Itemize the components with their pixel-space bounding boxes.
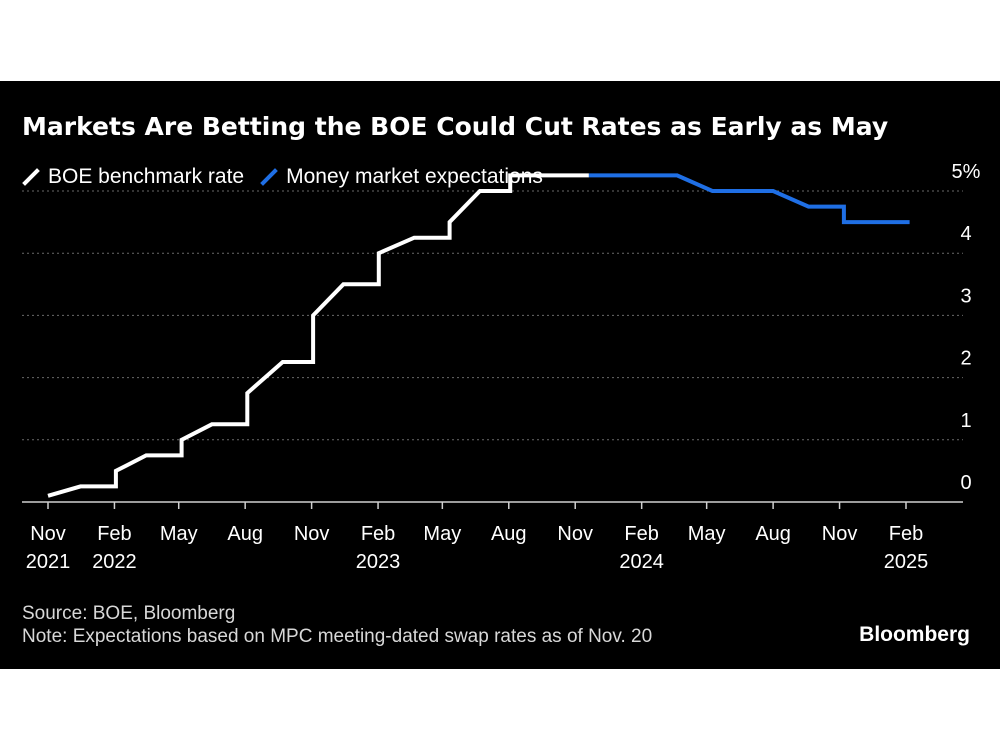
y-tick-label-5: 5% [952, 161, 981, 183]
y-tick-label-3: 3 [960, 285, 971, 307]
legend: BOE benchmark rate Money market expectat… [22, 164, 559, 190]
x-tick-label-4: Nov [294, 523, 330, 545]
legend-label-boe-rate: BOE benchmark rate [48, 165, 245, 188]
legend-item-market-expectations: Money market expectations [260, 165, 543, 189]
legend-swatch-white-icon [22, 168, 40, 186]
x-tick-label-0: Nov [30, 523, 66, 545]
x-tick-label-6: May [423, 523, 461, 545]
line-chart: 0 1 2 3 4 5% Nov 2021 Feb 2022 May Aug Nov Feb 2023 May… [22, 161, 981, 573]
x-tick-label-1: Feb [97, 523, 131, 545]
x-tick-label-8: Nov [557, 523, 593, 545]
x-tick-label-12: Nov [822, 523, 858, 545]
x-tick-label-9: Feb [624, 523, 658, 545]
legend-label-market-expectations: Money market expectations [286, 165, 543, 188]
x-tick-year-9: 2024 [619, 551, 664, 573]
x-tick-label-5: Feb [361, 523, 395, 545]
footnote: Note: Expectations based on MPC meeting-… [22, 626, 653, 647]
x-tick-label-7: Aug [491, 523, 527, 545]
x-tick-year-13: 2025 [884, 551, 929, 573]
x-tick-year-1: 2022 [92, 551, 137, 573]
y-tick-label-2: 2 [960, 348, 971, 370]
source-note: Source: BOE, Bloomberg [22, 603, 236, 624]
legend-item-boe-rate: BOE benchmark rate [22, 165, 244, 189]
legend-swatch-blue-icon [260, 168, 278, 186]
series-line-0 [47, 173, 589, 498]
x-tick-label-2: May [160, 523, 198, 545]
chart-title: Markets Are Betting the BOE Could Cut Ra… [22, 112, 889, 141]
x-tick-label-11: Aug [755, 523, 791, 545]
x-tick-label-13: Feb [889, 523, 923, 545]
bloomberg-logo: Bloomberg [859, 623, 970, 646]
x-tick-year-0: 2021 [26, 551, 71, 573]
x-tick-label-10: May [688, 523, 726, 545]
y-tick-label-1: 1 [960, 410, 971, 432]
chart-panel: Markets Are Betting the BOE Could Cut Ra… [0, 81, 1000, 669]
y-tick-label-0: 0 [960, 472, 971, 494]
y-tick-label-4: 4 [960, 223, 971, 245]
x-tick-year-5: 2023 [356, 551, 401, 573]
x-tick-label-3: Aug [227, 523, 263, 545]
series-line-1 [588, 173, 910, 225]
